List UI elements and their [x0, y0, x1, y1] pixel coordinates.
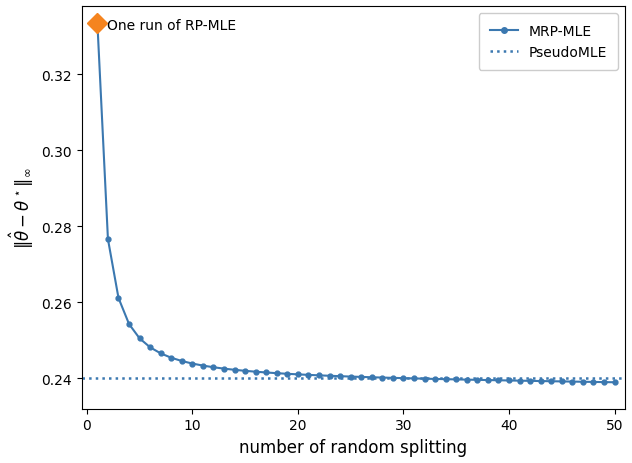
MRP-MLE [611, 380, 618, 385]
PseudoMLE [94, 376, 101, 382]
MRP-MLE [188, 361, 196, 367]
MRP-MLE [399, 375, 407, 381]
MRP-MLE [199, 363, 207, 369]
MRP-MLE [347, 374, 355, 380]
MRP-MLE [410, 376, 418, 382]
MRP-MLE [516, 378, 523, 384]
MRP-MLE [231, 367, 238, 373]
MRP-MLE [94, 21, 101, 27]
MRP-MLE [442, 376, 449, 382]
MRP-MLE [157, 351, 164, 357]
MRP-MLE [273, 370, 281, 376]
MRP-MLE [104, 237, 112, 242]
MRP-MLE [210, 365, 217, 370]
PseudoMLE [83, 376, 90, 382]
MRP-MLE [590, 379, 597, 385]
MRP-MLE [315, 373, 323, 378]
Text: One run of RP-MLE: One run of RP-MLE [107, 19, 236, 33]
Legend: MRP-MLE, PseudoMLE: MRP-MLE, PseudoMLE [478, 14, 618, 71]
MRP-MLE [125, 322, 133, 327]
MRP-MLE [178, 358, 186, 364]
MRP-MLE [495, 378, 502, 383]
MRP-MLE [431, 376, 439, 382]
MRP-MLE [147, 345, 154, 350]
MRP-MLE [537, 378, 544, 384]
MRP-MLE [463, 377, 471, 382]
MRP-MLE [453, 377, 460, 382]
MRP-MLE [241, 368, 249, 374]
MRP-MLE [526, 378, 534, 384]
X-axis label: number of random splitting: number of random splitting [240, 438, 468, 456]
MRP-MLE [579, 379, 586, 385]
MRP-MLE [336, 374, 344, 379]
MRP-MLE [389, 375, 397, 381]
MRP-MLE [473, 377, 481, 383]
MRP-MLE [505, 378, 513, 383]
Y-axis label: $\|\hat{\theta} - \theta^\star\|_\infty$: $\|\hat{\theta} - \theta^\star\|_\infty$ [7, 167, 35, 249]
MRP-MLE [220, 366, 228, 372]
MRP-MLE [358, 374, 365, 380]
MRP-MLE [600, 380, 608, 385]
MRP-MLE [262, 370, 270, 375]
MRP-MLE [379, 375, 386, 381]
MRP-MLE [325, 373, 333, 379]
MRP-MLE [294, 372, 301, 377]
MRP-MLE [167, 355, 175, 361]
MRP-MLE [368, 375, 375, 380]
MRP-MLE [569, 379, 576, 385]
MRP-MLE [547, 379, 555, 384]
MRP-MLE [421, 376, 428, 382]
MRP-MLE [558, 379, 566, 384]
Line: MRP-MLE: MRP-MLE [95, 22, 617, 385]
MRP-MLE [252, 369, 260, 375]
MRP-MLE [114, 295, 122, 301]
MRP-MLE [284, 371, 291, 377]
MRP-MLE [305, 372, 312, 378]
MRP-MLE [484, 377, 492, 383]
MRP-MLE [136, 336, 143, 341]
